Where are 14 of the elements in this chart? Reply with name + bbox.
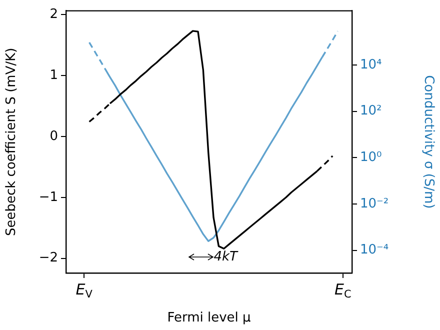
y-tick-label: 0: [50, 128, 58, 144]
x-axis-title: Fermi level μ: [167, 310, 251, 326]
y-tick-label: 2: [50, 6, 58, 22]
y2-axis-title: Conductivity σ (S/m): [420, 75, 436, 209]
y-tick-label: 1: [50, 68, 58, 83]
y-tick-label: −2: [38, 250, 58, 266]
y-axis-title: Seebeck coefficient S (mV/K): [4, 48, 20, 236]
y2-tick-label: 10⁰: [360, 150, 382, 166]
y2-tick-label: 10⁴: [360, 57, 382, 72]
y-tick-label: −1: [38, 190, 58, 205]
y2-tick-label: 10⁻²: [360, 196, 389, 212]
annotation: 4kT: [214, 249, 239, 264]
y2-tick-label: 10²: [360, 104, 382, 119]
y2-tick-label: 10⁻⁴: [360, 242, 389, 258]
